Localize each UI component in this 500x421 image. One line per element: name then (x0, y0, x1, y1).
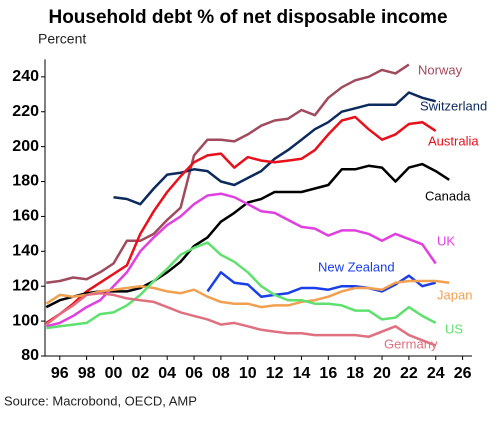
x-tick-label: 08 (212, 365, 230, 382)
x-tick-label: 24 (427, 365, 445, 382)
series-line (46, 63, 410, 284)
y-tick-label: 140 (12, 243, 39, 260)
y-tick-label: 200 (12, 138, 39, 155)
series-label: Japan (437, 287, 472, 302)
series-label: UK (437, 233, 455, 248)
y-tick-label: 240 (12, 68, 39, 85)
series-line (45, 291, 437, 347)
y-tick-label: 100 (12, 312, 39, 329)
series-label: Norway (418, 62, 463, 77)
source: Source: Macrobond, OECD, AMP (4, 393, 197, 408)
series-label: US (445, 321, 463, 336)
series-line (113, 91, 437, 206)
subtitle: Percent (38, 31, 86, 47)
series-label: Switzerland (420, 98, 487, 113)
series-line (45, 192, 437, 328)
series-line (45, 162, 450, 309)
x-tick-label: 00 (105, 365, 123, 382)
x-tick-label: 06 (185, 365, 203, 382)
x-tick-label: 18 (346, 365, 364, 382)
series-label: Australia (428, 133, 479, 148)
y-tick-label: 80 (21, 347, 39, 364)
series-line (46, 241, 437, 330)
x-tick-label: 14 (293, 365, 311, 382)
series-line (45, 279, 450, 309)
x-tick-label: 26 (454, 365, 472, 382)
series-line (45, 115, 437, 324)
y-tick-label: 220 (12, 103, 39, 120)
series-label: Canada (425, 188, 471, 203)
series-label: Germany (384, 336, 438, 351)
y-tick-label: 160 (12, 208, 39, 225)
series-line (206, 271, 437, 298)
x-tick-label: 10 (239, 365, 257, 382)
y-tick-label: 180 (12, 173, 39, 190)
y-tick-label: 120 (12, 277, 39, 294)
x-tick-label: 02 (131, 365, 149, 382)
x-tick-label: 20 (373, 365, 391, 382)
x-tick-label: 04 (158, 365, 176, 382)
x-tick-label: 12 (266, 365, 284, 382)
x-tick-label: 98 (78, 365, 96, 382)
series-label: New Zealand (318, 259, 395, 274)
x-tick-label: 96 (51, 365, 69, 382)
chart-title: Household debt % of net disposable incom… (48, 7, 447, 28)
x-tick-label: 22 (400, 365, 418, 382)
x-tick-label: 16 (319, 365, 337, 382)
